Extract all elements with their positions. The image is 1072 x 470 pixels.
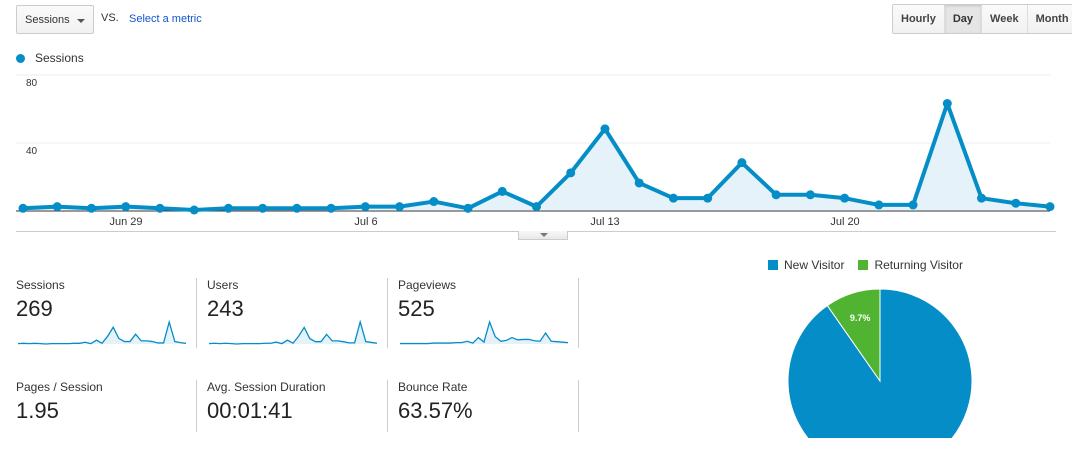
tile-label: Avg. Session Duration	[207, 380, 326, 394]
tile-divider	[387, 380, 388, 432]
tile-bounce-rate[interactable]: Bounce Rate 63.57%	[398, 380, 578, 470]
month-button[interactable]: Month	[1027, 5, 1072, 33]
metric-dropdown[interactable]: Sessions	[16, 5, 94, 34]
tile-value: 63.57%	[398, 398, 473, 423]
granularity-toggle: Hourly Day Week Month	[892, 4, 1072, 34]
chart-collapse-toggle[interactable]	[518, 231, 568, 240]
legend-label: Returning Visitor	[874, 258, 963, 272]
y-tick-80: 80	[26, 78, 38, 89]
x-tick: Jun 29	[109, 216, 143, 228]
tile-value: 1.95	[16, 398, 59, 423]
tile-divider	[196, 278, 197, 348]
visitor-pie-chart[interactable]: 9.7%	[785, 288, 975, 438]
hourly-button[interactable]: Hourly	[893, 5, 945, 33]
sessions-line-chart[interactable]	[0, 70, 1072, 230]
chart-legend: Sessions	[16, 51, 84, 65]
sparkline	[17, 319, 187, 345]
tile-label: Users	[207, 278, 239, 292]
x-tick: Jul 13	[590, 216, 620, 228]
tile-pageviews[interactable]: Pageviews 525	[398, 278, 578, 368]
pie-legend: New Visitor Returning Visitor	[768, 258, 963, 272]
chevron-down-icon	[77, 19, 85, 23]
day-button[interactable]: Day	[944, 5, 983, 33]
sparkline	[400, 319, 569, 345]
tile-label: Sessions	[16, 278, 65, 292]
legend-label: Sessions	[35, 51, 84, 65]
x-tick: Jul 6	[354, 216, 378, 228]
y-tick-40: 40	[26, 146, 38, 157]
tile-value: 269	[16, 296, 53, 321]
legend-label: New Visitor	[784, 258, 845, 272]
legend-item-returning-visitor[interactable]: Returning Visitor	[858, 258, 963, 272]
tile-value: 00:01:41	[207, 398, 293, 423]
tile-label: Pages / Session	[16, 380, 103, 394]
tile-divider	[387, 278, 388, 348]
legend-item-new-visitor[interactable]: New Visitor	[768, 258, 844, 272]
tile-label: Bounce Rate	[398, 380, 468, 394]
select-metric-link[interactable]: Select a metric	[129, 13, 202, 25]
tile-divider	[196, 380, 197, 432]
chevron-down-icon	[540, 233, 548, 237]
vs-label: VS.	[101, 12, 119, 24]
tile-divider	[578, 278, 579, 348]
tile-value: 243	[207, 296, 244, 321]
pie-slice-label: 9.7%	[850, 313, 871, 323]
series-dot-icon	[16, 53, 25, 63]
tile-users[interactable]: Users 243	[207, 278, 387, 368]
swatch-icon	[768, 260, 778, 270]
metric-dropdown-label: Sessions	[25, 14, 70, 26]
tile-value: 525	[398, 296, 435, 321]
sparkline	[208, 319, 378, 345]
tile-divider	[578, 380, 579, 432]
tile-sessions[interactable]: Sessions 269	[16, 278, 196, 368]
tile-pages-per-session[interactable]: Pages / Session 1.95	[16, 380, 196, 470]
swatch-icon	[858, 260, 869, 270]
week-button[interactable]: Week	[982, 5, 1028, 33]
x-tick: Jul 20	[830, 216, 860, 228]
tile-avg-session-duration[interactable]: Avg. Session Duration 00:01:41	[207, 380, 387, 470]
tile-label: Pageviews	[398, 278, 457, 292]
